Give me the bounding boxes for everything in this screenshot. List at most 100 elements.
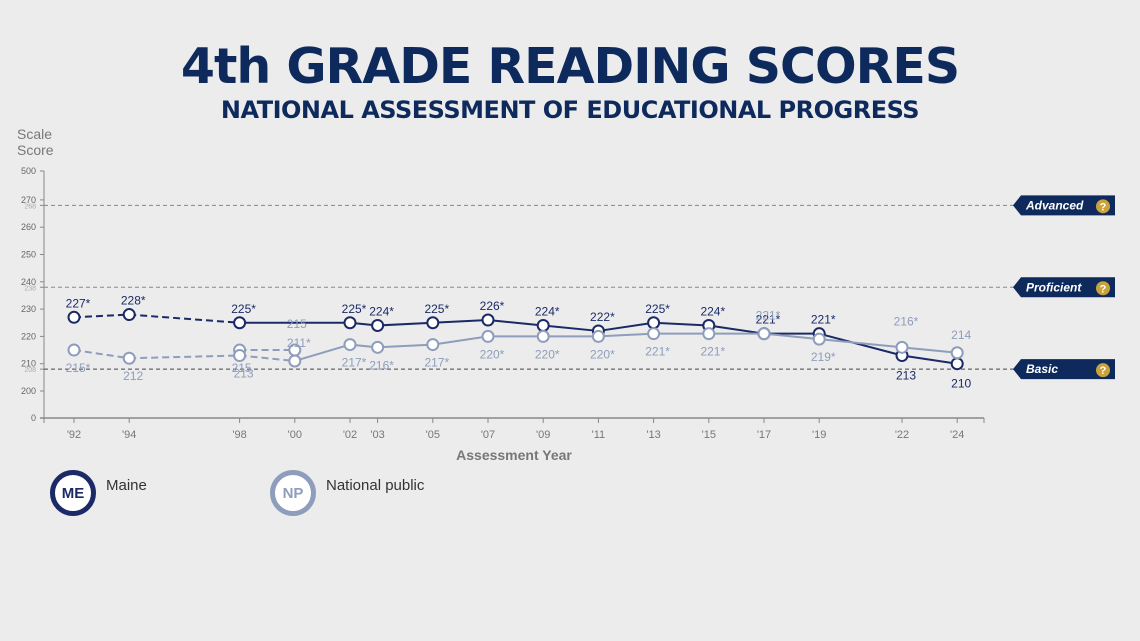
- x-tick-label: '22: [895, 429, 909, 441]
- help-icon-glyph: ?: [1100, 283, 1107, 295]
- maine-marker: [426, 316, 440, 330]
- national-data-label: 215*: [66, 361, 91, 375]
- national-line-segment: [432, 335, 489, 346]
- national-data-label: 219*: [811, 350, 836, 364]
- national-data-label: 221*: [756, 309, 781, 323]
- maine-line-segment: [377, 321, 433, 327]
- maine-data-label: 225*: [424, 302, 449, 316]
- help-icon-glyph: ?: [1100, 365, 1107, 377]
- maine-data-label: 227*: [66, 296, 91, 310]
- national-line-segment: [73, 349, 130, 360]
- y-tick-label: 200: [21, 386, 36, 396]
- maine-line-segment: [653, 321, 709, 327]
- y-axis-label-line2: Score: [17, 142, 54, 158]
- maine-marker: [371, 318, 385, 332]
- x-tick-label: '07: [481, 429, 495, 441]
- maine-data-label: 224*: [700, 304, 725, 318]
- maine-data-label: 224*: [369, 304, 394, 318]
- national-marker: [647, 327, 661, 341]
- badge-label-advanced: Advanced: [1025, 198, 1084, 212]
- national-marker: [950, 346, 964, 360]
- y-tick-label: 210: [21, 359, 36, 369]
- page-title: 4th GRADE READING SCORES: [180, 38, 960, 95]
- y-tick-label: 250: [21, 250, 36, 260]
- maine-data-label: 224*: [535, 304, 560, 318]
- x-tick-label: '05: [426, 429, 440, 441]
- national-legend-marker: NP: [270, 470, 316, 516]
- page-subtitle: NATIONAL ASSESSMENT OF EDUCATIONAL PROGR…: [220, 96, 920, 124]
- national-marker: [536, 329, 550, 343]
- maine-marker: [343, 316, 357, 330]
- maine-line-segment: [487, 319, 544, 327]
- national-marker: [122, 351, 136, 365]
- maine-data-label: 222*: [590, 310, 615, 324]
- national-line-segment: [598, 332, 654, 338]
- help-icon: [1096, 363, 1110, 378]
- national-data-label: 220*: [590, 347, 615, 361]
- national-marker: [288, 354, 302, 368]
- maine-marker: [122, 308, 136, 322]
- maine-marker: [481, 313, 495, 327]
- y-tick-label: 270: [21, 195, 36, 205]
- x-tick-label: '11: [592, 429, 606, 441]
- national-marker: [702, 327, 716, 341]
- y-tick-label: 220: [21, 331, 36, 341]
- x-tick-label: '00: [288, 429, 302, 441]
- badge-basic: [1013, 359, 1115, 380]
- y-tick-label: 230: [21, 304, 36, 314]
- x-axis-label: Assessment Year: [456, 447, 572, 463]
- help-icon: [1096, 281, 1110, 296]
- badge-label-basic: Basic: [1026, 362, 1058, 376]
- maine-data-label: 226*: [480, 299, 505, 313]
- x-tick-label: '02: [343, 429, 357, 441]
- y-tick-label: 0: [31, 413, 36, 423]
- maine-line-segment: [598, 321, 654, 332]
- maine-line-segment: [543, 324, 599, 332]
- national-line-segment: [763, 332, 820, 341]
- x-tick-label: '09: [536, 429, 550, 441]
- badge-advanced: [1013, 195, 1115, 216]
- maine-marker: [536, 318, 550, 332]
- maine-legend-label: Maine: [106, 476, 147, 494]
- national-marker: [481, 329, 495, 343]
- national-data-label: 217*: [342, 356, 367, 370]
- maine-data-label: 213: [896, 369, 916, 383]
- national-data-label: 220*: [535, 347, 560, 361]
- maine-line-segment: [901, 354, 958, 365]
- national-data-label: 217*: [424, 356, 449, 370]
- national-line-segment: [294, 343, 351, 362]
- maine-line-segment: [818, 332, 903, 357]
- maine-line-segment: [73, 313, 130, 319]
- national-line-segment: [129, 354, 240, 360]
- national-marker: [757, 327, 771, 341]
- maine-line-segment: [708, 324, 765, 335]
- maine-data-label: 228*: [121, 294, 146, 308]
- national-data-label: 215: [232, 361, 252, 375]
- x-tick-label: '94: [122, 429, 136, 441]
- maine-data-label: 225*: [231, 302, 256, 316]
- legend-maine[interactable]: ME Maine: [50, 470, 147, 516]
- badge-proficient: [1013, 277, 1115, 298]
- national-data-label: 221*: [700, 345, 725, 359]
- national-marker: [371, 340, 385, 354]
- y-tick-label: 208: [24, 367, 36, 374]
- legend-national[interactable]: NP National public: [270, 470, 424, 516]
- national-data-label: 221*: [645, 345, 670, 359]
- national-data-label: 211*: [287, 336, 311, 350]
- national-marker: [895, 340, 909, 354]
- x-tick-label: '98: [232, 429, 246, 441]
- maine-data-label: 225*: [645, 302, 670, 316]
- maine-marker: [950, 357, 964, 371]
- maine-data-label: 221*: [756, 313, 781, 327]
- national-data-label: 212: [123, 369, 143, 383]
- national-line-segment: [377, 343, 433, 349]
- y-tick-label: 260: [21, 222, 36, 232]
- y-tick-label: 268: [24, 203, 36, 210]
- national-data-label: 220*: [480, 347, 505, 361]
- national-legend-label: National public: [326, 476, 425, 494]
- national-marker: [812, 332, 826, 346]
- national-marker: [426, 338, 440, 352]
- x-tick-label: '24: [950, 429, 964, 441]
- maine-data-label: 225*: [342, 302, 367, 316]
- badge-label-proficient: Proficient: [1026, 280, 1082, 294]
